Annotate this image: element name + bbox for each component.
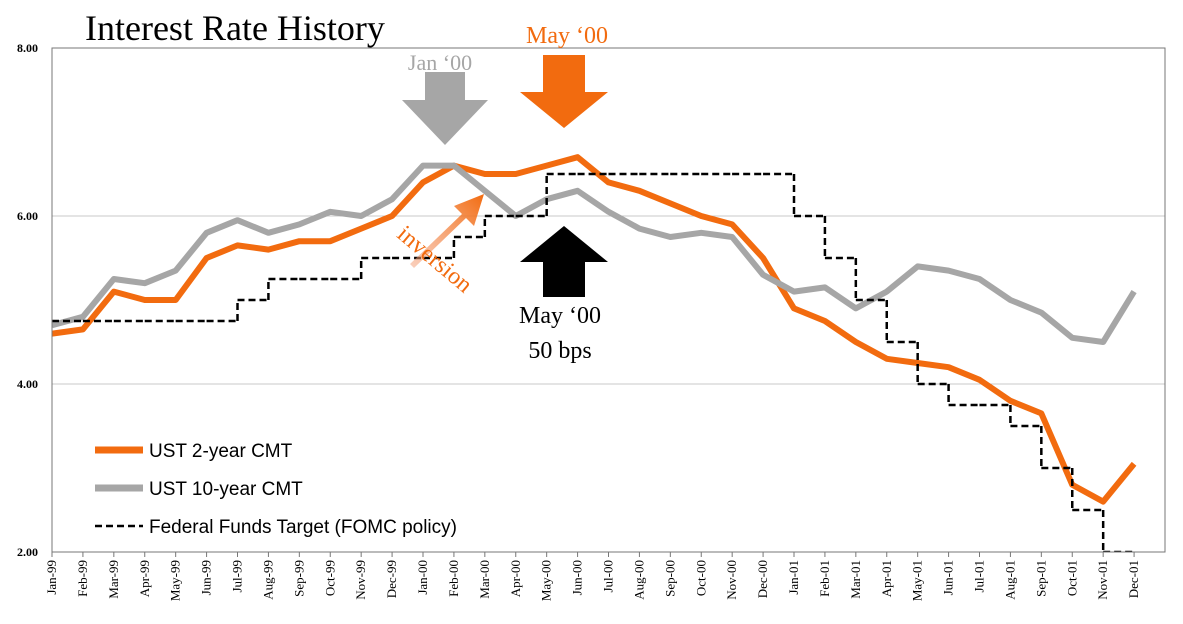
x-tick-label: Jan-99: [44, 560, 59, 595]
y-tick-label: 4.00: [17, 377, 38, 391]
x-tick-label: Jul-01: [972, 560, 987, 593]
x-tick-label: Sep-01: [1033, 560, 1048, 597]
x-tick-label: Apr-99: [137, 560, 152, 597]
annotation: May ‘00: [519, 303, 601, 329]
series-line: [52, 162, 1137, 345]
x-tick-label: Feb-00: [446, 560, 461, 597]
x-tick-label: Jan-01: [786, 560, 801, 595]
x-tick-label: Apr-00: [508, 560, 523, 597]
chart-title: Interest Rate History: [85, 8, 385, 48]
y-tick-label: 8.00: [17, 41, 38, 55]
arrow-jan: [402, 72, 488, 145]
x-tick-label: Aug-01: [1002, 560, 1017, 600]
x-tick-label: Sep-00: [662, 560, 677, 597]
legend-label: UST 2-year CMT: [149, 441, 293, 462]
legend-label: UST 10-year CMT: [149, 479, 303, 500]
annotation: May ‘00: [526, 23, 608, 49]
x-tick-label: May-00: [539, 560, 554, 601]
series-line: [52, 154, 1137, 505]
x-tick-label: Aug-99: [260, 560, 275, 600]
x-tick-label: Jun-01: [941, 560, 956, 595]
x-tick-label: Jun-00: [570, 560, 585, 595]
x-tick-label: Mar-99: [106, 560, 121, 599]
x-tick-label: Nov-01: [1095, 560, 1110, 600]
legend: UST 2-year CMT UST 10-year CMT Federal Fun…: [95, 441, 457, 538]
x-tick-label: Jun-99: [199, 560, 214, 595]
x-tick-label: Feb-99: [75, 560, 90, 597]
series-lines: [52, 154, 1137, 552]
plot-frame: [51, 47, 1166, 553]
x-tick-label: Dec-01: [1126, 560, 1141, 598]
x-tick-label: Jul-99: [230, 560, 245, 593]
annotation: 50 bps: [528, 338, 591, 364]
x-tick-label: Sep-99: [291, 560, 306, 597]
arrow-may: [520, 55, 608, 128]
x-tick-label: Oct-99: [322, 560, 337, 596]
x-tick-label: Feb-01: [817, 560, 832, 597]
x-tick-label: Mar-01: [848, 560, 863, 599]
x-tick-label: Apr-01: [879, 560, 894, 597]
legend-label: Federal Funds Target (FOMC policy): [149, 517, 457, 538]
x-tick-label: Mar-00: [477, 560, 492, 599]
x-tick-label: May-01: [910, 560, 925, 601]
x-tick-label: Dec-99: [384, 560, 399, 598]
x-tick-label: Oct-01: [1064, 560, 1079, 596]
x-tick-label: Dec-00: [755, 560, 770, 598]
annotation: Jan ‘00: [408, 50, 472, 75]
y-tick-label: 6.00: [17, 209, 38, 223]
x-tick-label: Jan-00: [415, 560, 430, 595]
arrow-inversion: [410, 194, 484, 268]
x-tick-label: Jul-00: [601, 560, 616, 593]
x-tick-label: Nov-99: [353, 560, 368, 600]
arrow-may-black: [520, 226, 608, 297]
x-tick-label: Nov-00: [724, 560, 739, 600]
x-tick-label: Oct-00: [693, 560, 708, 596]
annotation: inversion: [392, 221, 477, 298]
x-tick-label: Aug-00: [631, 560, 646, 600]
y-tick-label: 2.00: [17, 545, 38, 559]
x-tick-label: May-99: [168, 560, 183, 601]
